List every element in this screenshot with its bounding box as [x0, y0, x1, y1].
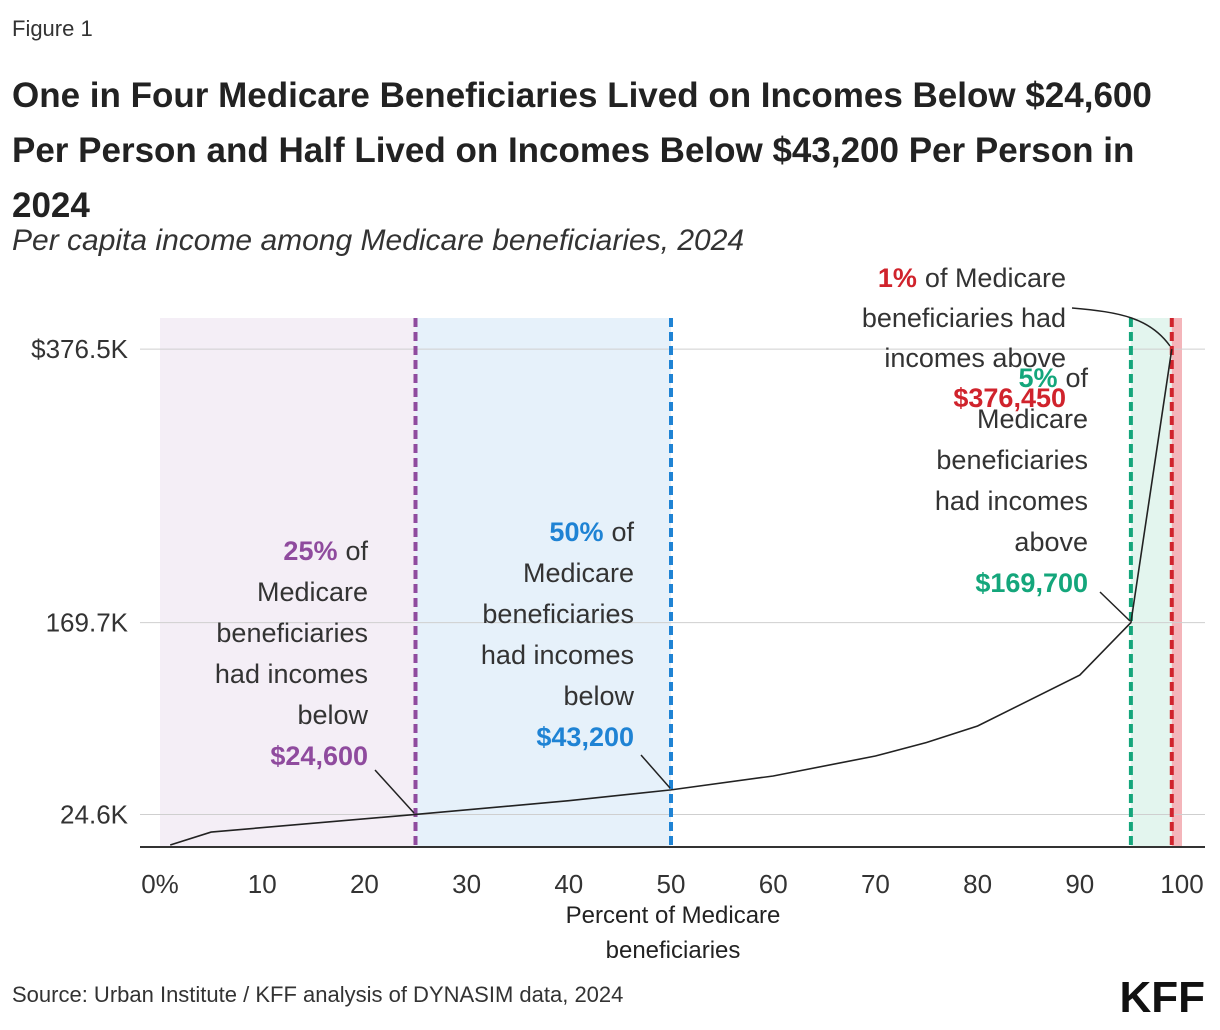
annotation-line: beneficiaries — [936, 445, 1088, 475]
y-tick-label: $376.5K — [31, 334, 129, 364]
annotation-line: beneficiaries had — [862, 303, 1066, 333]
annotation-pointer — [640, 754, 671, 789]
annotation-text: of — [611, 517, 634, 547]
annotation-highlight: 5% — [1018, 363, 1057, 393]
annotation-amount: $376,450 — [953, 383, 1066, 413]
annotation-line: 50% of — [549, 517, 634, 547]
annotation-text: of — [1065, 363, 1088, 393]
y-tick-label: 169.7K — [46, 608, 129, 638]
annotation-amount: $24,600 — [270, 741, 368, 771]
x-tick-label: 60 — [759, 869, 788, 899]
annotation-line: above — [1014, 527, 1088, 557]
x-tick-label: 80 — [963, 869, 992, 899]
annotation-highlight: 50% — [549, 517, 603, 547]
y-tick-label: 24.6K — [60, 799, 129, 829]
x-tick-label: 70 — [861, 869, 890, 899]
data-line — [169, 349, 1173, 846]
shaded-region — [415, 318, 671, 847]
annotation-line: below — [297, 700, 368, 730]
x-tick-label: 0% — [141, 869, 179, 899]
annotation-pointer — [374, 769, 415, 814]
annotation-pointer — [1071, 307, 1171, 347]
source: Source: Urban Institute / KFF analysis o… — [12, 982, 623, 1007]
x-tick-label: 100 — [1160, 869, 1203, 899]
subtitle: Per capita income among Medicare benefic… — [12, 224, 744, 257]
annotation-line: 5% of — [1018, 363, 1088, 393]
annotation-line: beneficiaries — [482, 599, 634, 629]
annotation-highlight: 25% — [283, 536, 337, 566]
annotation-line: 25% of — [283, 536, 368, 566]
annotation-text: of — [345, 536, 368, 566]
annotation-line: Medicare — [977, 404, 1088, 434]
shaded-region — [1130, 318, 1172, 847]
x-tick-label: 50 — [657, 869, 686, 899]
annotation-line: had incomes — [481, 640, 634, 670]
x-tick-label: 90 — [1065, 869, 1094, 899]
annotation-line: beneficiaries — [216, 618, 368, 648]
x-tick-label: 30 — [452, 869, 481, 899]
annotation-line: 1% of Medicare — [878, 263, 1066, 293]
x-tick-label: 20 — [350, 869, 379, 899]
annotation-amount: $43,200 — [536, 722, 634, 752]
annotation-line: incomes above — [884, 343, 1066, 373]
shaded-region — [160, 318, 416, 847]
annotation-line: Medicare — [523, 558, 634, 588]
annotation-pointer — [1099, 591, 1131, 622]
annotation-text: of Medicare — [925, 263, 1066, 293]
figure-label: Figure 1 — [12, 16, 93, 41]
annotation-highlight: 1% — [878, 263, 917, 293]
chart-title: One in Four Medicare Beneficiaries Lived… — [12, 76, 1152, 225]
annotation-line: had incomes — [935, 486, 1088, 516]
annotation-amount: $169,700 — [975, 568, 1088, 598]
x-tick-label: 40 — [554, 869, 583, 899]
annotation-line: Medicare — [257, 577, 368, 607]
annotation-line: below — [563, 681, 634, 711]
annotation-line: had incomes — [215, 659, 368, 689]
shaded-region — [1171, 318, 1182, 847]
x-tick-label: 10 — [248, 869, 277, 899]
logo: KFF — [1119, 973, 1205, 1022]
x-axis-label: Percent of Medicare beneficiaries — [565, 902, 781, 964]
